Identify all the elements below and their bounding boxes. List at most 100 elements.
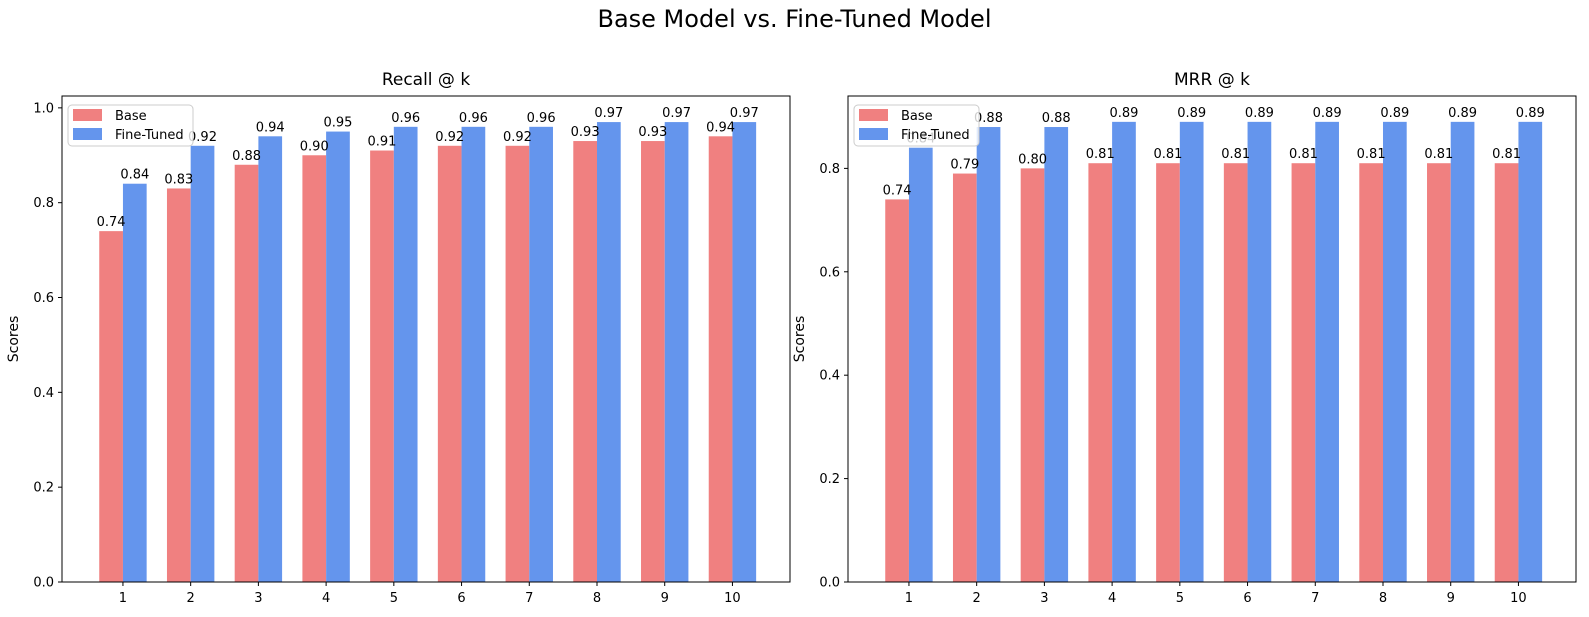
bar-base-k6	[437, 145, 462, 582]
bar-value-label: 0.94	[256, 120, 285, 135]
mrr-y-axis: 0.0 0.2 0.4 0.6 0.8	[819, 162, 848, 591]
figure-title: Base Model vs. Fine-Tuned Model	[597, 5, 992, 33]
legend-label-fine-tuned: Fine-Tuned	[901, 128, 970, 143]
bar-base-k7	[505, 145, 530, 582]
y-tick-label: 1.0	[33, 101, 54, 116]
x-tick-label: 1	[905, 591, 913, 606]
bar-base-k4	[1088, 163, 1113, 582]
bar-base-k7	[1291, 163, 1316, 582]
bar-fine-tuned-k10	[732, 122, 757, 582]
x-tick-label: 9	[661, 591, 669, 606]
y-axis-label: Scores	[792, 316, 808, 363]
bar-value-label: 0.96	[459, 111, 488, 126]
bar-value-label: 0.83	[164, 172, 193, 187]
bar-value-label: 0.95	[323, 116, 352, 131]
bar-value-label: 0.74	[97, 215, 126, 230]
bar-value-label: 0.89	[1177, 106, 1206, 121]
bar-value-label: 0.93	[571, 125, 600, 140]
y-tick-label: 0.4	[33, 386, 54, 401]
bar-fine-tuned-k4	[1112, 121, 1136, 582]
bar-base-k2	[166, 188, 191, 582]
bar-value-label: 0.96	[527, 111, 556, 126]
bar-fine-tuned-k3	[258, 136, 283, 583]
bar-value-label: 0.81	[1357, 147, 1386, 162]
bar-base-k9	[1427, 163, 1451, 582]
y-tick-label: 0.2	[819, 472, 840, 487]
y-tick-label: 0.6	[33, 291, 54, 306]
bar-value-label: 0.88	[974, 111, 1003, 126]
recall-chart: 0.74 0.83 0.8 8 0.90 0.91 0.92 0.92 0.93 0.93 0.94…	[6, 95, 791, 606]
bar-value-label: 0.89	[1380, 106, 1409, 121]
bar-fine-tuned-k8	[596, 122, 621, 582]
x-tick-label: 5	[390, 591, 398, 606]
bar-base-k8	[573, 141, 597, 583]
bar-fine-tuned-k5	[393, 126, 418, 582]
mrr-bars	[885, 121, 1543, 583]
bar-fine-tuned-k1	[122, 183, 147, 582]
bar-base-k4	[302, 155, 327, 582]
y-tick-label: 0.0	[819, 576, 840, 591]
bar-fine-tuned-k1	[908, 147, 933, 582]
bar-fine-tuned-k9	[664, 122, 689, 582]
legend-label-base: Base	[115, 109, 147, 124]
bar-base-k8	[1359, 163, 1383, 582]
bar-value-label: 0.93	[638, 125, 667, 140]
bar-value-label: 0.97	[730, 106, 759, 121]
bar-base-k5	[1156, 163, 1180, 582]
bar-value-label: 0.89	[1448, 106, 1477, 121]
mrr-axes-frame	[847, 95, 1577, 583]
x-tick-label: 7	[1311, 591, 1319, 606]
y-axis-label: Scores	[6, 316, 22, 363]
bar-value-label: 0.91	[368, 135, 397, 150]
legend-label-base: Base	[901, 109, 933, 124]
x-tick-label: 3	[254, 591, 262, 606]
legend-swatch-base	[859, 109, 888, 121]
bar-base-k3	[234, 164, 259, 582]
bar-value-label: 0.84	[120, 168, 149, 183]
bar-base-k2	[952, 173, 977, 582]
bar-fine-tuned-k5	[1179, 121, 1204, 582]
bar-value-label: 0.81	[1086, 147, 1115, 162]
bar-fine-tuned-k7	[1315, 121, 1339, 582]
legend-label-fine-tuned: Fine-Tuned	[115, 128, 184, 143]
bar-value-label: 0.97	[594, 106, 623, 121]
bar-value-label: 0.81	[1289, 147, 1318, 162]
bar-base-k10	[708, 136, 733, 583]
bar-base-k5	[370, 150, 394, 582]
bar-fine-tuned-k4	[326, 131, 350, 582]
y-tick-label: 0.8	[33, 196, 54, 211]
y-tick-label: 0.0	[33, 576, 54, 591]
x-tick-label: 2	[187, 591, 195, 606]
bar-base-k3	[1020, 168, 1045, 582]
bar-value-label: 0.74	[883, 183, 912, 198]
x-tick-label: 6	[1243, 591, 1251, 606]
y-tick-label: 0.8	[819, 162, 840, 177]
x-tick-label: 10	[724, 591, 741, 606]
bar-fine-tuned-k2	[976, 127, 1001, 583]
bar-value-label: 0.89	[1109, 106, 1138, 121]
x-tick-label: 10	[1510, 591, 1527, 606]
bar-fine-tuned-k2	[190, 145, 215, 582]
bar-value-label: 0.92	[188, 130, 217, 145]
bar-fine-tuned-k9	[1450, 121, 1475, 582]
bar-base-k10	[1494, 163, 1519, 582]
x-tick-label: 1	[119, 591, 127, 606]
bar-value-label: 0.94	[706, 120, 735, 135]
x-tick-label: 2	[973, 591, 981, 606]
bar-fine-tuned-k6	[461, 126, 486, 582]
bar-value-label: 0.97	[662, 106, 691, 121]
bar-value-label: 0.92	[435, 130, 464, 145]
x-tick-label: 5	[1176, 591, 1184, 606]
x-tick-label: 3	[1040, 591, 1048, 606]
bar-value-label: 0.89	[1313, 106, 1342, 121]
x-tick-label: 8	[593, 591, 601, 606]
bar-fine-tuned-k10	[1518, 121, 1543, 582]
legend-swatch-base	[73, 109, 102, 121]
bar-value-label: 0.90	[300, 139, 329, 154]
bar-value-label: 0.89	[1245, 106, 1274, 121]
bar-fine-tuned-k6	[1247, 121, 1272, 582]
x-tick-label: 4	[1108, 591, 1116, 606]
bar-value-label: 0.81	[1154, 147, 1183, 162]
y-tick-label: 0.2	[33, 481, 54, 496]
